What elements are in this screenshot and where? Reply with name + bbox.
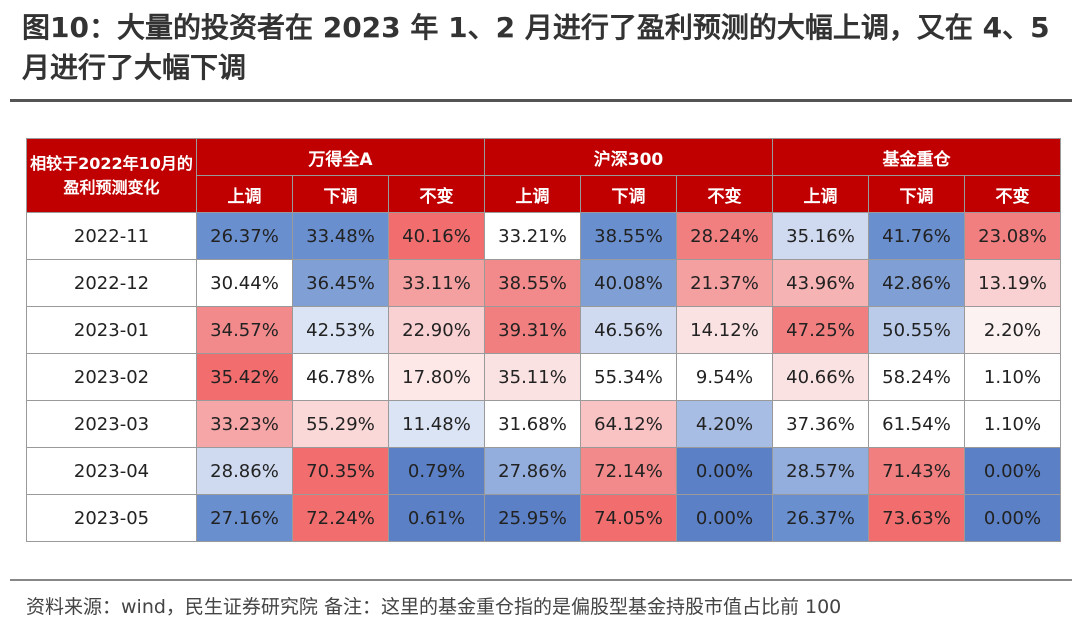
table-cell: 22.90% — [388, 306, 485, 354]
row-date: 2022-12 — [26, 259, 197, 307]
table-cell: 40.66% — [772, 353, 869, 401]
subheader-unchanged: 不变 — [388, 175, 485, 213]
table-cell: 39.31% — [484, 306, 581, 354]
table-cell: 46.56% — [580, 306, 677, 354]
table-cell: 38.55% — [484, 259, 581, 307]
table-cell: 36.45% — [292, 259, 389, 307]
table-cell: 37.36% — [772, 400, 869, 448]
table-cell: 0.79% — [388, 447, 485, 495]
table-cell: 46.78% — [292, 353, 389, 401]
subheader-unchanged: 不变 — [964, 175, 1061, 213]
table-cell: 42.53% — [292, 306, 389, 354]
subheader-down: 下调 — [868, 175, 965, 213]
group-header: 基金重仓 — [772, 138, 1061, 176]
table-cell: 35.42% — [196, 353, 293, 401]
subheader-up: 上调 — [772, 175, 869, 213]
table-cell: 74.05% — [580, 494, 677, 542]
table-cell: 4.20% — [676, 400, 773, 448]
table-cell: 14.12% — [676, 306, 773, 354]
table-cell: 33.23% — [196, 400, 293, 448]
table-row: 2023-01 34.57% 42.53% 22.90% 39.31% 46.56% 14.… — [26, 306, 1061, 354]
group-header: 万得全A — [196, 138, 485, 176]
table-row: 2023-05 27.16% 72.24% 0.61% 25.95% 74.05% 0.00… — [26, 494, 1061, 542]
table-cell: 30.44% — [196, 259, 293, 307]
table-cell: 0.00% — [676, 494, 773, 542]
table-cell: 33.48% — [292, 212, 389, 260]
table-cell: 27.16% — [196, 494, 293, 542]
table-cell: 50.55% — [868, 306, 965, 354]
table-cell: 28.57% — [772, 447, 869, 495]
table-cell: 27.86% — [484, 447, 581, 495]
table-cell: 70.35% — [292, 447, 389, 495]
table-cell: 42.86% — [868, 259, 965, 307]
table-cell: 33.21% — [484, 212, 581, 260]
table-cell: 0.00% — [964, 494, 1061, 542]
row-date: 2023-05 — [26, 494, 197, 542]
subheader-unchanged: 不变 — [676, 175, 773, 213]
table-cell: 34.57% — [196, 306, 293, 354]
table-cell: 55.34% — [580, 353, 677, 401]
table-row: 2023-03 33.23% 55.29% 11.48% 31.68% 64.12% 4.2… — [26, 400, 1061, 448]
table-cell: 35.16% — [772, 212, 869, 260]
table-cell: 64.12% — [580, 400, 677, 448]
table-row: 2022-11 26.37% 33.48% 40.16% 33.21% 38.55% 28.… — [26, 212, 1061, 260]
bottom-rule — [10, 579, 1072, 581]
row-date: 2023-01 — [26, 306, 197, 354]
table-cell: 40.16% — [388, 212, 485, 260]
table-cell: 1.10% — [964, 353, 1061, 401]
table-cell: 73.63% — [868, 494, 965, 542]
table-cell: 41.76% — [868, 212, 965, 260]
table-cell: 40.08% — [580, 259, 677, 307]
table-cell: 26.37% — [772, 494, 869, 542]
table-cell: 0.61% — [388, 494, 485, 542]
row-date: 2022-11 — [26, 212, 197, 260]
corner-header: 相较于2022年10月的盈利预测变化 — [26, 138, 197, 213]
table-cell: 61.54% — [868, 400, 965, 448]
table-cell: 72.24% — [292, 494, 389, 542]
table-cell: 17.80% — [388, 353, 485, 401]
table-cell: 11.48% — [388, 400, 485, 448]
group-header: 沪深300 — [484, 138, 773, 176]
table-cell: 9.54% — [676, 353, 773, 401]
table-cell: 0.00% — [676, 447, 773, 495]
table-row: 2023-02 35.42% 46.78% 17.80% 35.11% 55.34% 9.5… — [26, 353, 1061, 401]
forecast-change-table: 相较于2022年10月的盈利预测变化 万得全A 沪深300 基金重仓 上调 下调… — [26, 138, 1061, 542]
subheader-down: 下调 — [580, 175, 677, 213]
source-note: 资料来源：wind，民生证券研究院 备注：这里的基金重仓指的是偏股型基金持股市值… — [26, 596, 842, 618]
subheader-up: 上调 — [484, 175, 581, 213]
table-cell: 2.20% — [964, 306, 1061, 354]
table-cell: 71.43% — [868, 447, 965, 495]
table-cell: 21.37% — [676, 259, 773, 307]
row-date: 2023-02 — [26, 353, 197, 401]
subheader-up: 上调 — [196, 175, 293, 213]
table-cell: 25.95% — [484, 494, 581, 542]
table-cell: 26.37% — [196, 212, 293, 260]
table-cell: 28.24% — [676, 212, 773, 260]
figure-title: 图10：大量的投资者在 2023 年 1、2 月进行了盈利预测的大幅上调，又在 … — [22, 11, 1050, 84]
table-cell: 35.11% — [484, 353, 581, 401]
table-cell: 33.11% — [388, 259, 485, 307]
table-cell: 43.96% — [772, 259, 869, 307]
table-cell: 13.19% — [964, 259, 1061, 307]
table-cell: 28.86% — [196, 447, 293, 495]
subheader-down: 下调 — [292, 175, 389, 213]
row-date: 2023-04 — [26, 447, 197, 495]
table-row: 2023-04 28.86% 70.35% 0.79% 27.86% 72.14% 0.00… — [26, 447, 1061, 495]
table-cell: 47.25% — [772, 306, 869, 354]
table-cell: 0.00% — [964, 447, 1061, 495]
table-cell: 31.68% — [484, 400, 581, 448]
row-date: 2023-03 — [26, 400, 197, 448]
table-cell: 72.14% — [580, 447, 677, 495]
table-row: 2022-12 30.44% 36.45% 33.11% 38.55% 40.08% 21.… — [26, 259, 1061, 307]
table-cell: 1.10% — [964, 400, 1061, 448]
table-cell: 58.24% — [868, 353, 965, 401]
top-rule — [10, 99, 1072, 102]
table-cell: 55.29% — [292, 400, 389, 448]
table-cell: 23.08% — [964, 212, 1061, 260]
table-cell: 38.55% — [580, 212, 677, 260]
